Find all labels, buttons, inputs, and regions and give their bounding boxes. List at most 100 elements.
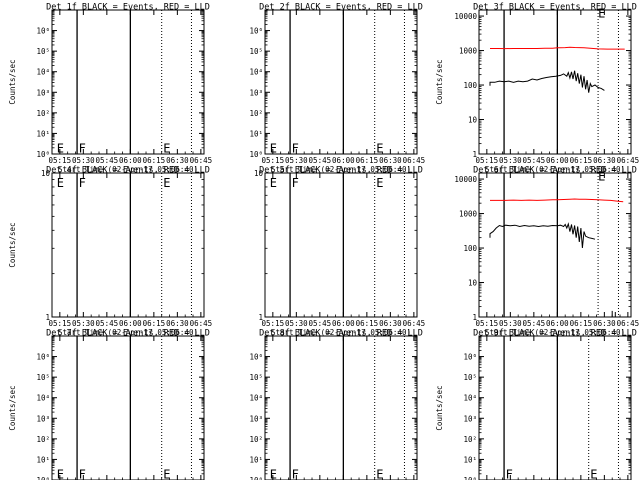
y-tick-label: 10⁴ [36,394,50,403]
y-tick-label: 10⁰ [463,476,477,480]
y-axis-label: Counts/sec [435,59,444,104]
y-tick-label: 10¹ [36,129,50,138]
plot-frame [264,172,418,318]
x-tick-label: 05:15 [262,319,285,328]
panel-det-1: Det 1f BLACK = Events, RED = LLD Counts/s… [8,3,212,175]
event-label: E [57,176,64,190]
panel-title: Det 8f BLACK = Events, RED = LLD [259,329,423,339]
event-label: E [376,176,383,190]
events-series-line [489,222,596,249]
x-tick-label: 06:45 [403,319,426,328]
event-label: F [79,142,86,156]
panel-det-6: Det 6f BLACK = Events, RED = LLD 1 10 100 10… [454,166,639,338]
y-axis-label: Counts/sec [8,385,17,430]
x-tick-label: 06:30 [379,319,402,328]
panel-title: Det 5f BLACK = Events, RED = LLD [259,166,423,176]
x-tick-label: 05:30 [285,319,308,328]
y-tick-label: 10² [463,435,477,444]
x-tick-label: 06:45 [190,319,213,328]
x-tick-label: 05:15 [49,156,72,165]
events-series-line [489,70,605,93]
event-label: F [292,176,299,190]
y-tick-label: 10³ [249,88,263,97]
y-tick-label: 10⁵ [36,373,50,382]
x-axis-label: Start Time (02-Apr-17 05:06:40) [485,328,625,337]
x-tick-label: 05:30 [285,156,308,165]
x-axis-label: Start Time (02-Apr-17 05:06:40) [271,328,411,337]
x-tick-label: 06:00 [119,156,142,165]
plot-frame [264,9,418,155]
panel-title: Det 1f BLACK = Events, RED = LLD [46,3,210,13]
x-axis-label: Start Time (02-Apr-17 05:06:40) [58,328,198,337]
y-tick-label: 10³ [36,88,50,97]
event-label: E [270,142,277,156]
x-tick-label: 05:45 [523,319,546,328]
x-tick-label: 05:45 [96,156,119,165]
y-axis-label: Counts/sec [8,222,17,267]
y-tick-label: 100 [463,81,477,90]
x-tick-label: 06:00 [546,156,569,165]
x-tick-label: 06:30 [166,156,189,165]
y-tick-label: 10⁶ [249,27,263,36]
panel-title: Det 3f BLACK = Events, RED = LLD [473,3,637,13]
y-tick-label: 1000 [459,210,478,219]
panel-det-7: Det 7f BLACK = Events, RED = LLD Counts/s… [8,329,212,485]
plot-frame [51,9,205,155]
event-label: F [292,142,299,156]
plot-frame [478,9,632,155]
plot-frame [264,335,418,481]
y-tick-label: 10⁶ [36,27,50,36]
event-label: E [163,142,170,156]
y-tick-label: 10⁴ [249,394,263,403]
y-tick-label: 1 [472,150,477,159]
y-tick-label: 10¹ [249,129,263,138]
lld-series-line [490,46,625,50]
panel-title: Det 4f BLACK = Events, RED = LLD [46,166,210,176]
y-tick-label: 1000 [459,47,478,56]
event-label: E [270,176,277,190]
panel-det-8: Det 8f BLACK = Events, RED = LLD 10⁰ 10¹ 10… [249,329,425,485]
y-tick-label: 1 [472,313,477,322]
y-tick-label: 10 [468,279,478,288]
y-tick-label: 10⁵ [249,47,263,56]
x-tick-label: 06:30 [593,319,616,328]
y-axis-label: Counts/sec [435,385,444,430]
event-label: F [292,468,299,480]
y-tick-label: 10⁵ [36,47,50,56]
x-tick-label: 05:45 [96,319,119,328]
y-tick-label: 10⁰ [249,150,263,159]
y-tick-label: 10000 [454,175,477,184]
event-label: E [163,176,170,190]
y-tick-label: 10⁰ [36,476,50,480]
event-label: F [79,176,86,190]
event-label: F [506,468,513,480]
panel-title: Det 7f BLACK = Events, RED = LLD [46,329,210,339]
y-tick-label: 10² [36,109,50,118]
x-tick-label: 06:15 [356,319,379,328]
y-tick-label: 10⁵ [463,373,477,382]
plot-frame [478,172,632,318]
plot-frame [478,335,632,481]
x-tick-label: 06:30 [593,156,616,165]
panel-title: Det 2f BLACK = Events, RED = LLD [259,3,423,13]
x-tick-label: 05:45 [523,156,546,165]
x-tick-label: 05:15 [476,156,499,165]
event-label: E [376,468,383,480]
event-label: E [57,142,64,156]
x-tick-label: 06:15 [143,156,166,165]
x-tick-label: 06:00 [332,156,355,165]
y-tick-label: 100 [463,244,477,253]
y-tick-label: 10⁰ [36,150,50,159]
event-label: E [598,6,605,20]
y-tick-label: 10⁴ [463,394,477,403]
x-tick-label: 05:30 [499,156,522,165]
x-tick-label: 06:00 [546,319,569,328]
x-tick-label: 05:30 [72,156,95,165]
x-tick-label: 06:15 [570,319,593,328]
x-tick-label: 05:45 [309,156,332,165]
y-tick-label: 10000 [454,12,477,21]
x-tick-label: 06:00 [332,319,355,328]
y-tick-label: 10³ [36,414,50,423]
y-tick-label: 10² [36,435,50,444]
